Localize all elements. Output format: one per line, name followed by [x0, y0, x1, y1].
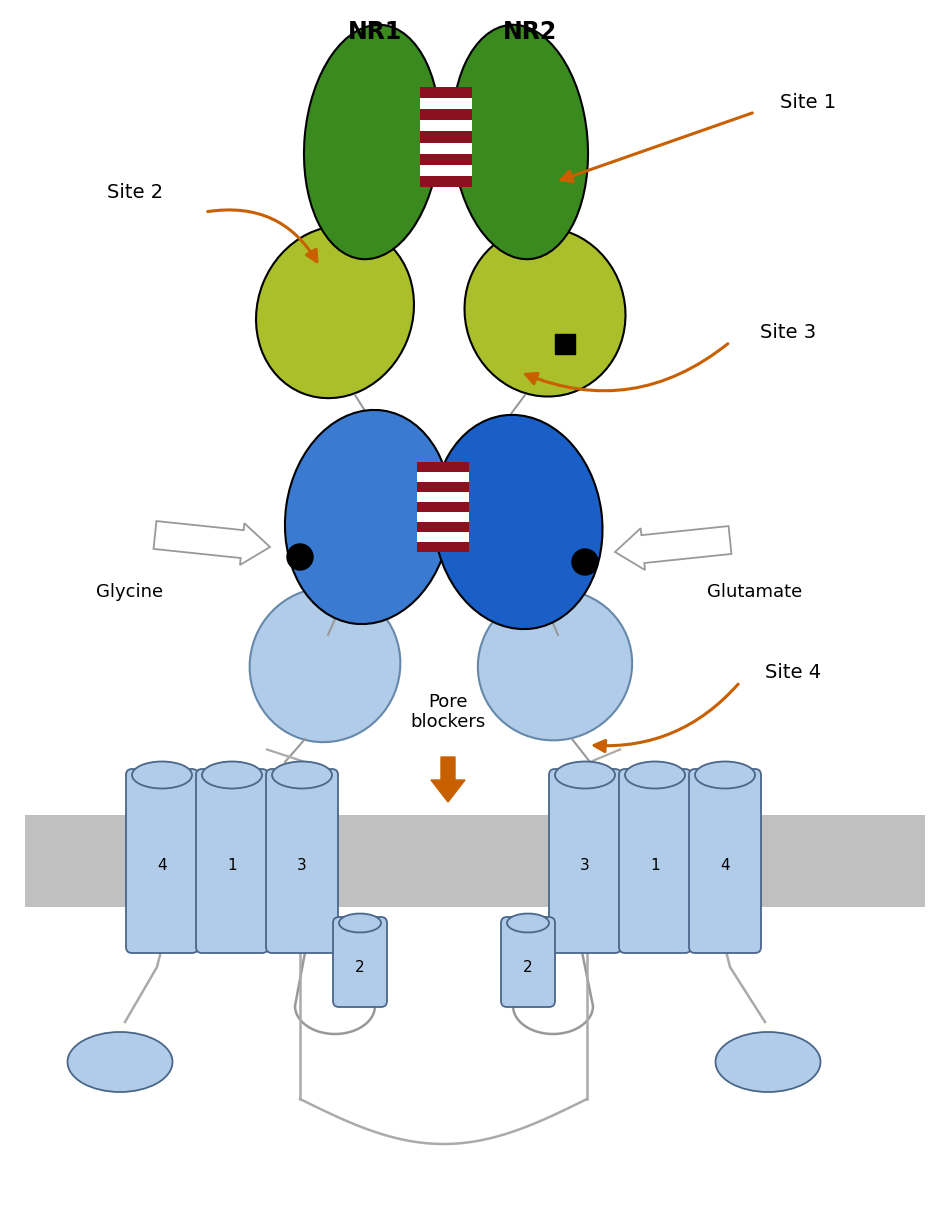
Bar	[420, 110, 472, 120]
FancyBboxPatch shape	[549, 769, 621, 953]
Text: 1: 1	[650, 858, 660, 874]
Ellipse shape	[478, 590, 632, 740]
Text: Site 4: Site 4	[765, 662, 821, 682]
FancyBboxPatch shape	[266, 769, 338, 953]
Bar	[417, 492, 469, 501]
FancyBboxPatch shape	[501, 916, 555, 1006]
Text: 1: 1	[227, 858, 237, 874]
Bar	[417, 472, 469, 482]
FancyBboxPatch shape	[196, 769, 268, 953]
Ellipse shape	[285, 410, 451, 624]
Ellipse shape	[339, 914, 381, 932]
FancyBboxPatch shape	[689, 769, 761, 953]
Bar	[420, 86, 472, 99]
Text: NR2: NR2	[503, 19, 557, 44]
Text: Pore
blockers: Pore blockers	[410, 692, 485, 731]
Ellipse shape	[433, 415, 602, 629]
Bar	[420, 120, 472, 131]
Text: Site 2: Site 2	[107, 183, 163, 202]
Bar	[417, 522, 469, 532]
Ellipse shape	[555, 762, 615, 789]
Text: Glutamate: Glutamate	[708, 583, 803, 601]
Ellipse shape	[67, 1032, 173, 1092]
Bar	[417, 501, 469, 512]
FancyArrow shape	[154, 521, 270, 565]
Bar	[417, 542, 469, 553]
Text: Site 1: Site 1	[780, 92, 836, 112]
Bar	[420, 176, 472, 187]
Ellipse shape	[132, 762, 192, 789]
Text: 4: 4	[157, 858, 167, 874]
Bar	[420, 131, 472, 142]
Bar	[417, 462, 469, 472]
Ellipse shape	[715, 1032, 821, 1092]
FancyBboxPatch shape	[619, 769, 691, 953]
Ellipse shape	[202, 762, 262, 789]
Ellipse shape	[625, 762, 685, 789]
FancyArrow shape	[431, 757, 465, 802]
Text: 2: 2	[523, 959, 533, 975]
Ellipse shape	[256, 226, 414, 398]
Ellipse shape	[304, 24, 440, 259]
Text: NR1: NR1	[348, 19, 402, 44]
Bar	[555, 333, 575, 354]
Bar	[420, 164, 472, 176]
Text: Site 3: Site 3	[760, 323, 816, 342]
Text: 3: 3	[297, 858, 307, 874]
Text: 3: 3	[580, 858, 590, 874]
Ellipse shape	[452, 24, 588, 259]
FancyBboxPatch shape	[126, 769, 198, 953]
Bar	[420, 153, 472, 164]
Bar	[417, 482, 469, 492]
Text: Glycine: Glycine	[97, 583, 163, 601]
Bar	[25, 815, 925, 907]
Bar	[417, 512, 469, 522]
Ellipse shape	[695, 762, 755, 789]
Text: 2: 2	[355, 959, 365, 975]
Ellipse shape	[465, 228, 625, 397]
Ellipse shape	[250, 588, 400, 742]
Circle shape	[287, 544, 313, 570]
FancyBboxPatch shape	[333, 916, 387, 1006]
Ellipse shape	[507, 914, 549, 932]
Circle shape	[572, 549, 598, 574]
Ellipse shape	[272, 762, 332, 789]
Bar	[420, 142, 472, 153]
Bar	[420, 99, 472, 110]
Text: 4: 4	[720, 858, 730, 874]
Bar	[417, 532, 469, 542]
FancyArrow shape	[615, 526, 732, 570]
